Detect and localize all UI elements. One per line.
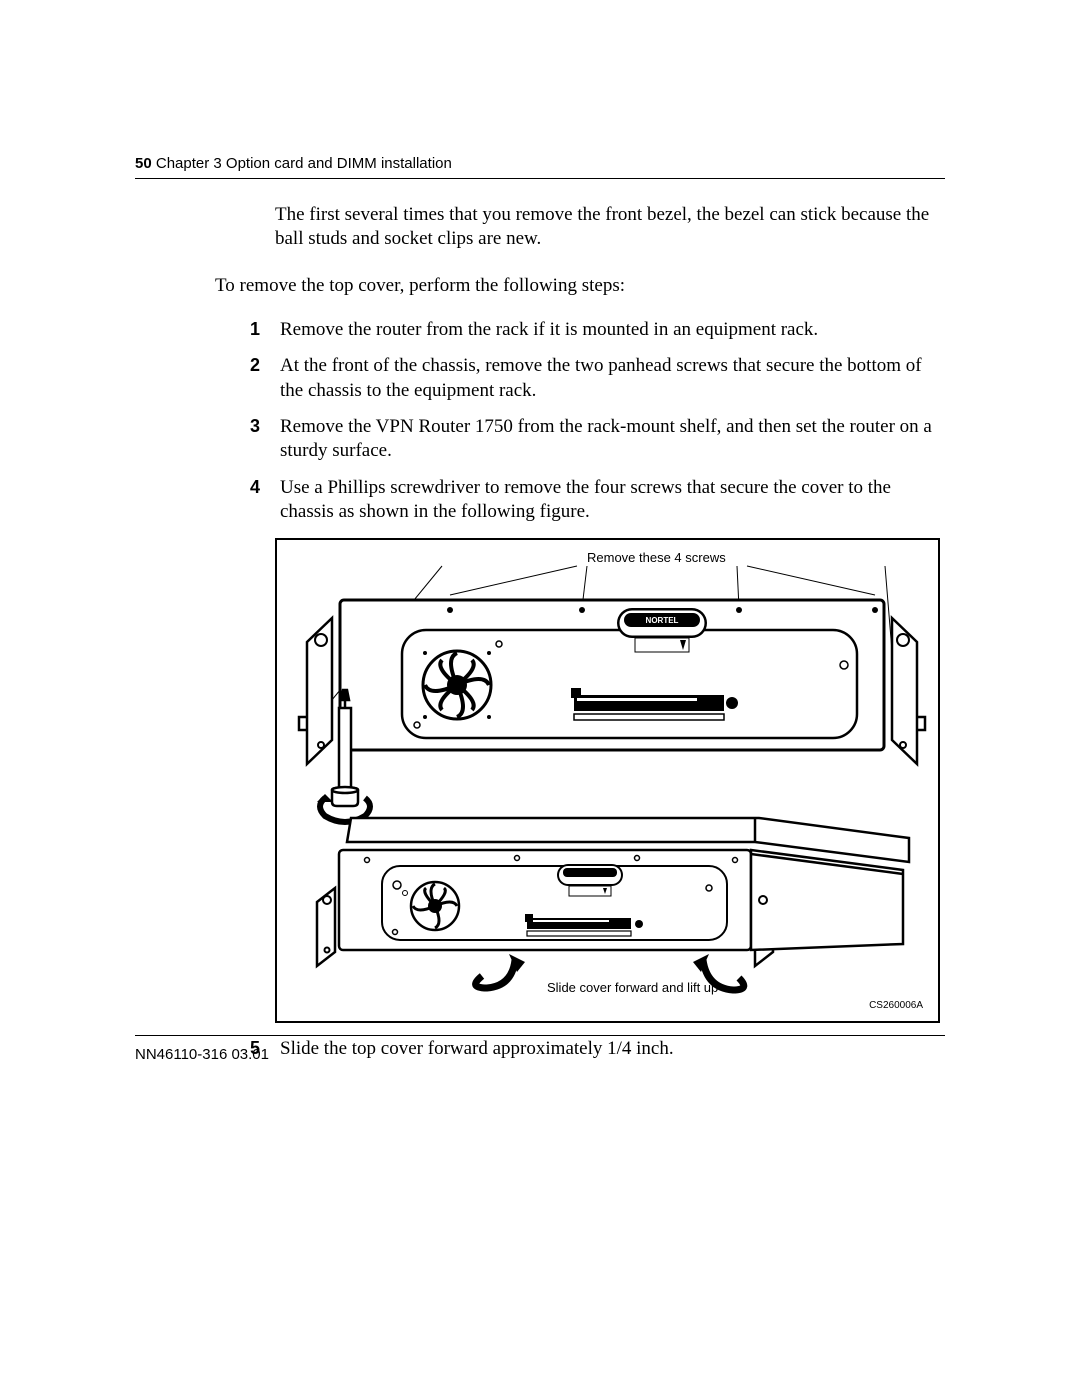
body-text: The first several times that you remove … [135, 179, 945, 1061]
chapter-title: Chapter 3 Option card and DIMM installat… [156, 155, 452, 172]
step-text: Remove the VPN Router 1750 from the rack… [280, 415, 945, 464]
footer: NN46110-316 03.01 [135, 1035, 945, 1063]
step-number: 1 [250, 318, 280, 342]
step-text: Remove the router from the rack if it is… [280, 318, 945, 342]
step-item: 4 Use a Phillips screwdriver to remove t… [250, 476, 945, 525]
step-item: 2 At the front of the chassis, remove th… [250, 354, 945, 403]
step-text: Use a Phillips screwdriver to remove the… [280, 476, 945, 525]
step-item: 1 Remove the router from the rack if it … [250, 318, 945, 342]
step-item: 3 Remove the VPN Router 1750 from the ra… [250, 415, 945, 464]
step-number: 4 [250, 476, 280, 525]
step-text: At the front of the chassis, remove the … [280, 354, 945, 403]
page-content: 50 Chapter 3 Option card and DIMM instal… [135, 155, 945, 1073]
step-list: 1 Remove the router from the rack if it … [250, 318, 945, 524]
step-number: 3 [250, 415, 280, 464]
intro-paragraph: The first several times that you remove … [275, 203, 945, 252]
running-header: 50 Chapter 3 Option card and DIMM instal… [135, 155, 945, 179]
doc-id: NN46110-316 03.01 [135, 1046, 269, 1063]
lead-paragraph: To remove the top cover, perform the fol… [215, 274, 945, 298]
page-number: 50 [135, 155, 152, 172]
diagram-svg: NORTEL [277, 540, 938, 1021]
brand-text: NORTEL [646, 616, 679, 625]
figure: Remove these 4 screws Slide cover forwar… [275, 538, 940, 1023]
step-number: 2 [250, 354, 280, 403]
